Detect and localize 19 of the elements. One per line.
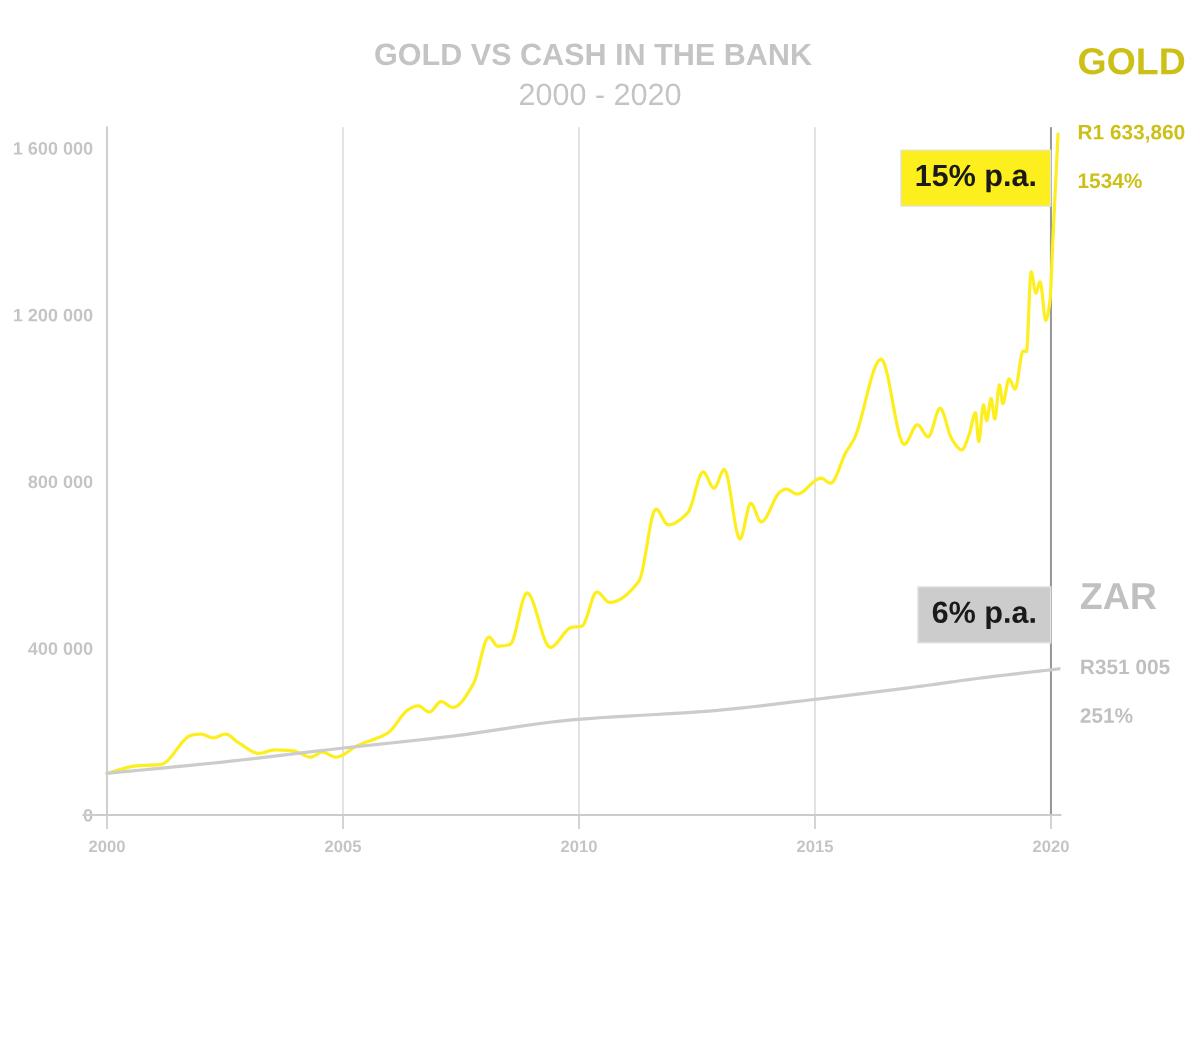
- x-tick-label: 2015: [797, 840, 834, 853]
- y-tick-label: 800 000: [28, 475, 93, 489]
- annotation: 15% p.a.: [916, 164, 1035, 193]
- y-tick-label: 1 600 000: [13, 141, 93, 155]
- chart-subtitle: 2000 - 2020: [519, 83, 681, 106]
- y-tick-label: 400 000: [28, 642, 93, 655]
- legend-label: ZAR: [1080, 583, 1157, 609]
- text: 251%: [1080, 708, 1133, 723]
- x-tick-label: 2005: [325, 840, 362, 853]
- series-label: GOLD: [1079, 48, 1185, 75]
- text: 1534%: [1078, 173, 1142, 189]
- x-tick-label: 2010: [561, 840, 597, 853]
- text: R351 005: [1081, 659, 1170, 675]
- x-tick-label: 2020: [1033, 840, 1069, 853]
- chart-title: GOLD VS CASH IN THE BANK: [375, 43, 812, 66]
- x-tick-label: 2000: [89, 840, 125, 853]
- text: R1 633,860: [1078, 124, 1185, 143]
- annotation: 6% p.a.: [932, 601, 1035, 630]
- y-tick-label: 1 200 000: [13, 308, 93, 322]
